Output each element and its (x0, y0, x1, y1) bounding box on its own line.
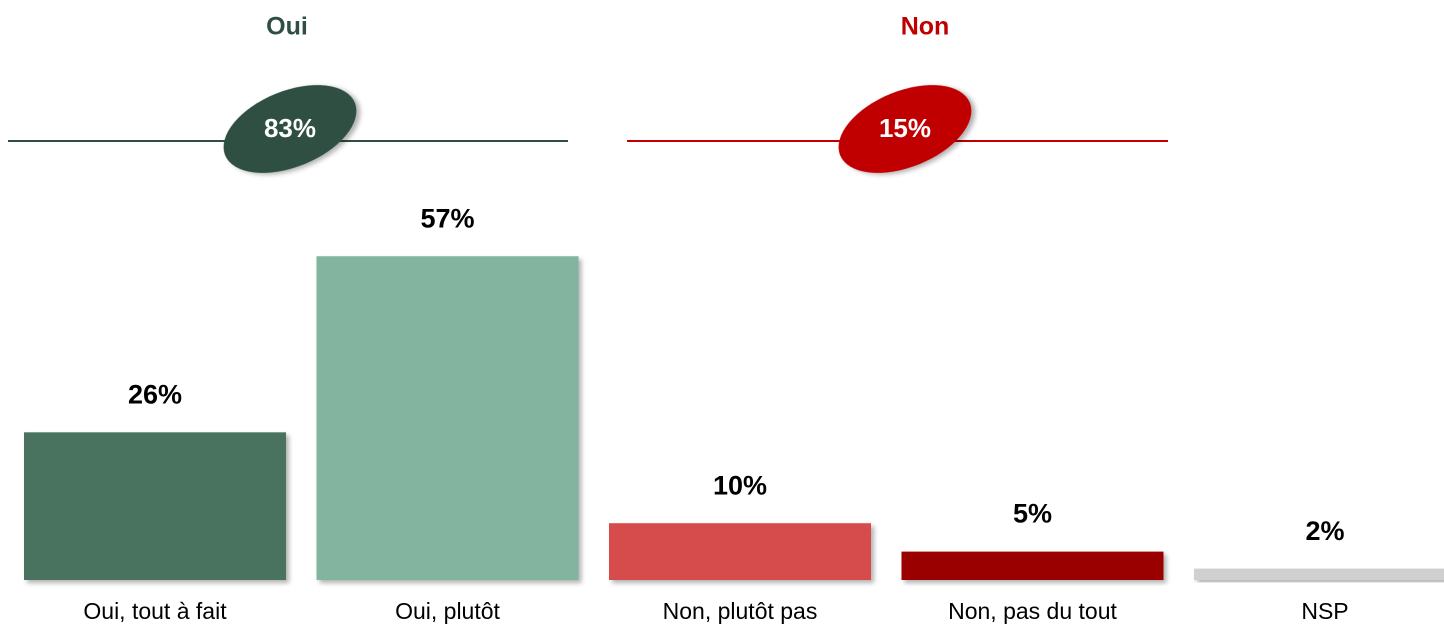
value-label: 10% (713, 470, 767, 500)
category-label: Non, pas du tout (948, 598, 1117, 624)
bar (609, 523, 871, 580)
group-bubble (223, 85, 357, 173)
value-label: 5% (1013, 499, 1052, 529)
group-name: Oui (266, 13, 308, 41)
category-label: NSP (1301, 598, 1348, 624)
bar (24, 432, 286, 580)
group-bubble (838, 85, 972, 173)
value-label: 57% (420, 203, 474, 233)
group-value: 15% (879, 113, 931, 143)
group-value: 83% (264, 113, 316, 143)
bar (901, 551, 1164, 580)
group-name: Non (901, 13, 950, 41)
bar (316, 256, 579, 580)
category-label: Non, plutôt pas (663, 598, 818, 624)
category-label: Oui, plutôt (395, 598, 500, 624)
value-label: 26% (128, 379, 182, 409)
category-label: Oui, tout à fait (83, 598, 227, 624)
value-label: 2% (1305, 516, 1344, 546)
bar (1194, 568, 1444, 580)
